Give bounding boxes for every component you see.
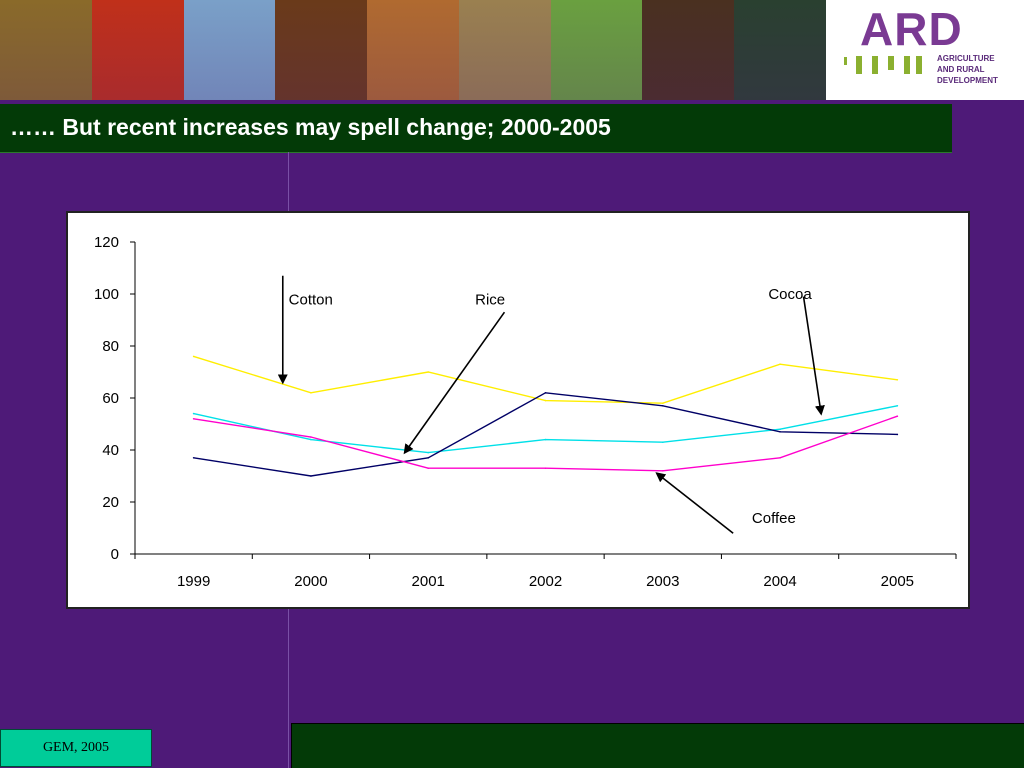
- data-point-rice: [661, 441, 664, 443]
- data-point-cotton: [544, 399, 547, 402]
- annotation-label-cotton: Cotton: [289, 291, 333, 308]
- x-tick-label: 1999: [177, 573, 210, 590]
- banner-photo-6: [550, 0, 643, 100]
- footer-right-bar: [291, 723, 1024, 768]
- x-tick-label: 2000: [294, 573, 327, 590]
- data-point-rice: [779, 428, 781, 430]
- banner-photo-5: [458, 0, 551, 100]
- slide-title: …… But recent increases may spell change…: [10, 114, 611, 140]
- annotation-label-rice: Rice: [475, 291, 505, 308]
- x-tick-label: 2004: [763, 573, 796, 590]
- y-tick-label: 40: [102, 442, 119, 459]
- data-point-cocoa: [544, 392, 547, 394]
- data-point-rice: [544, 438, 547, 441]
- banner-photo-8: [734, 0, 826, 100]
- annotation-label-cocoa: Cocoa: [768, 286, 812, 303]
- chart-panel: 0 20 40 60 80 100 120 1999 2000 2001 2002 2003 2004 2…: [66, 211, 970, 609]
- data-point-coffee: [427, 467, 430, 469]
- data-point-rice: [192, 412, 195, 415]
- footer-source: GEM, 2005: [42, 740, 110, 755]
- annotation-label-coffee: Coffee: [752, 510, 796, 527]
- data-point-rice: [427, 451, 430, 454]
- header-photo-banner: [0, 0, 826, 100]
- data-point-cotton: [427, 371, 430, 373]
- y-tick-label: 20: [102, 494, 119, 511]
- data-point-cocoa: [310, 475, 312, 477]
- data-point-coffee: [192, 418, 195, 420]
- x-tick-label: 2002: [529, 573, 562, 590]
- banner-photo-4: [367, 0, 459, 100]
- x-tick-label: 2005: [881, 573, 914, 590]
- y-tick-label: 100: [94, 286, 119, 303]
- ard-logo-subtitle: AGRICULTURE AND RURAL DEVELOPMENT: [937, 54, 998, 85]
- data-point-rice: [310, 438, 312, 441]
- y-tick-label: 80: [102, 338, 119, 355]
- data-point-coffee: [310, 436, 312, 438]
- y-tick-label: 0: [111, 546, 119, 563]
- line-chart: 0 20 40 60 80 100 120 1999 2000 2001 2002 2003 2004 2…: [94, 234, 957, 590]
- banner-photo-7: [642, 0, 735, 100]
- annotation-arrow-coffee: [655, 472, 734, 534]
- data-point-coffee: [779, 457, 781, 459]
- series-line-cotton: [193, 355, 898, 404]
- data-point-cocoa: [192, 457, 195, 459]
- data-point-cotton: [192, 355, 195, 358]
- data-point-cocoa: [661, 405, 664, 407]
- x-tick-label: 2001: [412, 573, 445, 590]
- logo-box: [826, 0, 1024, 100]
- banner-photo-3: [275, 0, 368, 100]
- series-line-coffee: [193, 415, 898, 472]
- footer-left-box: [0, 729, 152, 767]
- x-tick-label: 2003: [646, 573, 679, 590]
- title-bar: [0, 104, 952, 153]
- data-point-cotton: [896, 379, 899, 381]
- data-point-rice: [896, 405, 899, 407]
- data-point-cotton: [779, 363, 781, 365]
- banner-photo-1: [91, 0, 184, 100]
- annotation-arrow-rice: [403, 311, 506, 455]
- data-point-cocoa: [427, 457, 430, 459]
- series-line-rice: [193, 405, 898, 454]
- data-point-coffee: [544, 467, 547, 469]
- y-tick-label: 120: [94, 234, 119, 251]
- banner-photo-2: [183, 0, 276, 100]
- data-point-coffee: [661, 470, 664, 472]
- data-point-cocoa: [896, 433, 899, 436]
- ard-logo-text: ARD: [860, 3, 963, 55]
- data-point-cotton: [310, 392, 312, 394]
- chart-axes: 0 20 40 60 80 100 120 1999 2000 2001 2002 2003 2004 2…: [94, 234, 957, 590]
- banner-photo-0: [0, 0, 92, 100]
- y-tick-label: 60: [102, 390, 119, 407]
- data-point-coffee: [896, 415, 899, 417]
- annotation-arrow-cocoa: [802, 296, 825, 416]
- chart-annotations: Cotton Rice Cocoa Coffee: [277, 275, 825, 534]
- data-point-cocoa: [779, 431, 781, 433]
- ard-logo-icon: [844, 56, 922, 74]
- data-point-cotton: [661, 402, 664, 404]
- chart-series: [192, 355, 899, 477]
- series-line-cocoa: [193, 392, 898, 477]
